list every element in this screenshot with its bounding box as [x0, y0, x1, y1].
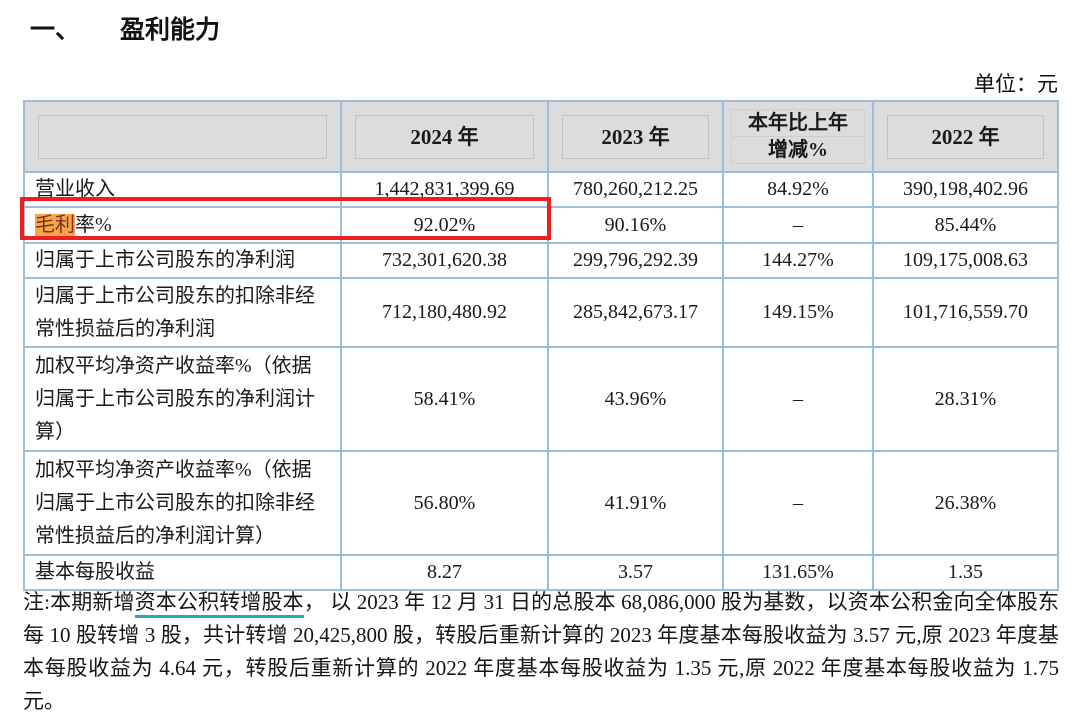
header-change-box: 本年比上年 增减% [731, 109, 865, 164]
profitability-table: 2024 年 2023 年 本年比上年 增减% 2022 年 营业收入 1,44… [23, 100, 1059, 591]
table-row-net-profit: 归属于上市公司股东的净利润 732,301,620.38 299,796,292… [23, 242, 1059, 279]
metric-label: 归属于上市公司股东的净利润 [23, 242, 342, 279]
value-change: 131.65% [722, 554, 874, 591]
header-2024-label: 2024 年 [355, 114, 534, 159]
value-2023: 780,260,212.25 [547, 171, 724, 208]
metric-label: 加权平均净资产收益率%（依据归属于上市公司股东的扣除非经常性损益后的净利润计算） [23, 450, 342, 556]
value-2023: 41.91% [547, 450, 724, 556]
metric-label: 营业收入 [23, 171, 342, 208]
value-change: 144.27% [722, 242, 874, 279]
value-2022: 26.38% [872, 450, 1059, 556]
value-change: 149.15% [722, 277, 874, 348]
value-2024: 58.41% [340, 346, 549, 452]
metric-label: 毛利率% [23, 206, 342, 244]
header-2022-label: 2022 年 [887, 114, 1044, 159]
value-2022: 390,198,402.96 [872, 171, 1059, 208]
value-2023: 90.16% [547, 206, 724, 244]
value-2024: 712,180,480.92 [340, 277, 549, 348]
note-paragraph: 注:本期新增资本公积转增股本， 以 2023 年 12 月 31 日的总股本 6… [23, 586, 1059, 718]
search-highlight: 毛利 [35, 213, 75, 236]
unit-label: 单位：元 [974, 72, 1058, 96]
value-2022: 109,175,008.63 [872, 242, 1059, 279]
value-change: 84.92% [722, 171, 874, 208]
header-2023: 2023 年 [547, 100, 724, 173]
table-row-deducted-net-profit: 归属于上市公司股东的扣除非经常性损益后的净利润 712,180,480.92 2… [23, 277, 1059, 348]
header-2024: 2024 年 [340, 100, 549, 173]
note-underlined-term: 资本公积转增股本 [134, 590, 304, 618]
value-2023: 3.57 [547, 554, 724, 591]
value-2024: 732,301,620.38 [340, 242, 549, 279]
header-2022: 2022 年 [872, 100, 1059, 173]
table-row-gross-margin: 毛利率% 92.02% 90.16% – 85.44% [23, 206, 1059, 244]
note-prefix: 注:本期新增 [23, 590, 135, 614]
value-2023: 43.96% [547, 346, 724, 452]
metric-label: 加权平均净资产收益率%（依据归属于上市公司股东的净利润计算） [23, 346, 342, 452]
value-2022: 1.35 [872, 554, 1059, 591]
value-2022: 85.44% [872, 206, 1059, 244]
section-heading: 一、 盈利能力 [30, 10, 220, 46]
value-2022: 28.31% [872, 346, 1059, 452]
value-2024: 1,442,831,399.69 [340, 171, 549, 208]
value-2023: 299,796,292.39 [547, 242, 724, 279]
header-change-line2: 增减% [732, 136, 864, 163]
value-change: – [722, 346, 874, 452]
section-number: 一、 [30, 16, 81, 44]
header-change-line1: 本年比上年 [748, 112, 848, 134]
table-row-roe-deducted: 加权平均净资产收益率%（依据归属于上市公司股东的扣除非经常性损益后的净利润计算）… [23, 450, 1059, 556]
value-2024: 92.02% [340, 206, 549, 244]
table-row-roe-net-profit: 加权平均净资产收益率%（依据归属于上市公司股东的净利润计算） 58.41% 43… [23, 346, 1059, 452]
value-change: – [722, 206, 874, 244]
table-row-basic-eps: 基本每股收益 8.27 3.57 131.65% 1.35 [23, 554, 1059, 591]
table-header-row: 2024 年 2023 年 本年比上年 增减% 2022 年 [23, 100, 1059, 173]
value-2024: 56.80% [340, 450, 549, 556]
metric-label: 归属于上市公司股东的扣除非经常性损益后的净利润 [23, 277, 342, 348]
header-2023-label: 2023 年 [562, 114, 709, 159]
metric-label: 基本每股收益 [23, 554, 342, 591]
note-body: ， 以 2023 年 12 月 31 日的总股本 68,086,000 股为基数… [23, 590, 1059, 713]
value-change: – [722, 450, 874, 556]
header-metric [23, 100, 342, 173]
header-metric-box [38, 114, 327, 159]
value-2024: 8.27 [340, 554, 549, 591]
value-2023: 285,842,673.17 [547, 277, 724, 348]
metric-label-rest: 率% [75, 213, 112, 236]
value-2022: 101,716,559.70 [872, 277, 1059, 348]
header-change: 本年比上年 增减% [722, 100, 874, 173]
table-row-revenue: 营业收入 1,442,831,399.69 780,260,212.25 84.… [23, 171, 1059, 208]
page-title: 盈利能力 [120, 16, 221, 44]
